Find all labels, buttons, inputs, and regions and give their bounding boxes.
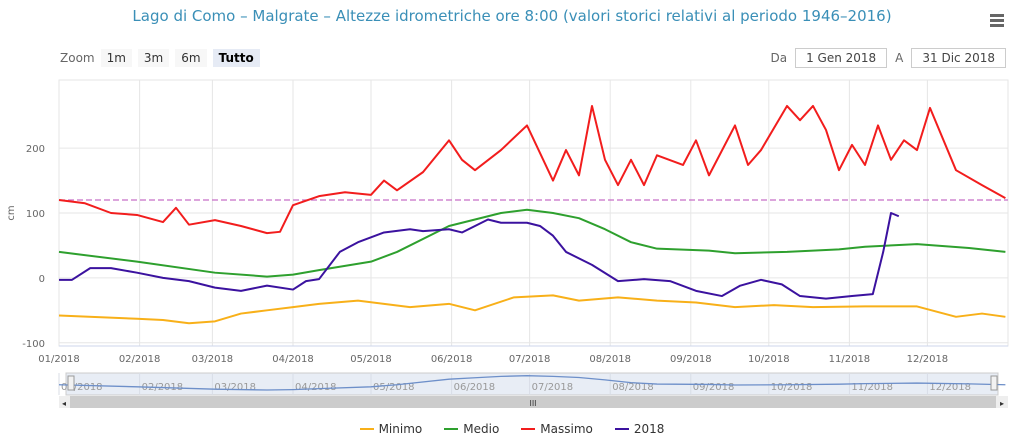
series-line-medio xyxy=(58,208,1006,278)
navigator-tick-label: 09/2018 xyxy=(693,382,735,393)
x-tick-label: 09/2018 xyxy=(670,354,712,365)
x-tick-label: 02/2018 xyxy=(119,354,161,365)
legend-label: Minimo xyxy=(378,422,423,436)
legend-swatch xyxy=(614,428,629,430)
scrollbar-thumb[interactable] xyxy=(70,396,996,408)
navigator-left-handle[interactable] xyxy=(67,375,75,391)
scroll-left-arrow-icon: ◂ xyxy=(62,399,66,408)
navigator-tick-label: 01/2018 xyxy=(61,382,103,393)
zoom-6m-button[interactable]: 6m xyxy=(175,49,207,67)
y-tick-label: 0 xyxy=(39,274,45,285)
navigator-tick-label: 10/2018 xyxy=(771,382,813,393)
y-tick-label: 200 xyxy=(26,144,45,155)
zoom-all-button[interactable]: Tutto xyxy=(212,49,260,67)
x-tick-label: 04/2018 xyxy=(272,354,314,365)
navigator-tick-label: 12/2018 xyxy=(929,382,971,393)
navigator-tick-label: 03/2018 xyxy=(214,382,256,393)
x-tick-label: 10/2018 xyxy=(748,354,790,365)
series-line-massimo xyxy=(58,104,1006,235)
x-tick-label: 07/2018 xyxy=(509,354,551,365)
y-tick-label: -100 xyxy=(22,339,45,350)
x-tick-label: 01/2018 xyxy=(38,354,80,365)
zoom-label: Zoom xyxy=(60,51,95,65)
from-date-input[interactable]: 1 Gen 2018 xyxy=(795,48,888,68)
legend-item-medio[interactable]: Medio xyxy=(444,422,499,436)
navigator-right-handle[interactable] xyxy=(990,375,998,391)
legend-label: Medio xyxy=(463,422,500,436)
legend-item-2018[interactable]: 2018 xyxy=(614,422,665,436)
scroll-right-arrow-icon: ▸ xyxy=(1000,399,1004,408)
x-tick-label: 08/2018 xyxy=(589,354,631,365)
navigator-tick-label: 07/2018 xyxy=(532,382,574,393)
date-range: Da 1 Gen 2018 A 31 Dic 2018 xyxy=(770,48,1006,68)
legend-item-massimo[interactable]: Massimo xyxy=(521,422,593,436)
y-tick-label: 100 xyxy=(26,209,45,220)
navigator-tick-label: 11/2018 xyxy=(851,382,893,393)
zoom-3m-button[interactable]: 3m xyxy=(137,49,170,67)
to-label: A xyxy=(895,51,904,65)
series-line-minimo xyxy=(58,294,1006,325)
x-tick-label: 12/2018 xyxy=(907,354,949,365)
x-tick-label: 03/2018 xyxy=(192,354,234,365)
legend: Minimo Medio Massimo 2018 xyxy=(0,422,1024,436)
legend-label: Massimo xyxy=(540,422,593,436)
chart-title: Lago di Como – Malgrate – Altezze idrome… xyxy=(132,7,892,25)
x-tick-label: 11/2018 xyxy=(829,354,871,365)
navigator-tick-label: 06/2018 xyxy=(454,382,496,393)
navigator-series xyxy=(58,375,1006,391)
hamburger-menu-icon[interactable] xyxy=(990,14,1004,29)
navigator-tick-label: 05/2018 xyxy=(373,382,415,393)
legend-label: 2018 xyxy=(633,422,665,436)
from-label: Da xyxy=(770,51,788,65)
legend-item-minimo[interactable]: Minimo xyxy=(359,422,423,436)
navigator-tick-label: 08/2018 xyxy=(612,382,654,393)
chart: -100 0 100 200 01/2018 02/2018 03/2018 04/2018 0… xyxy=(6,79,1009,408)
legend-swatch xyxy=(359,428,374,430)
x-tick-label: 06/2018 xyxy=(431,354,473,365)
y-axis-title: cm xyxy=(6,205,17,220)
scrollbar-grip-icon: III xyxy=(529,399,536,408)
navigator-tick-label: 04/2018 xyxy=(295,382,337,393)
x-tick-label: 05/2018 xyxy=(350,354,392,365)
legend-swatch xyxy=(444,428,459,430)
zoom-selector: Zoom 1m 3m 6m Tutto xyxy=(60,49,260,67)
to-date-input[interactable]: 31 Dic 2018 xyxy=(911,48,1006,68)
legend-swatch xyxy=(521,428,536,430)
zoom-1m-button[interactable]: 1m xyxy=(100,49,132,67)
series-line-2018 xyxy=(59,212,900,300)
